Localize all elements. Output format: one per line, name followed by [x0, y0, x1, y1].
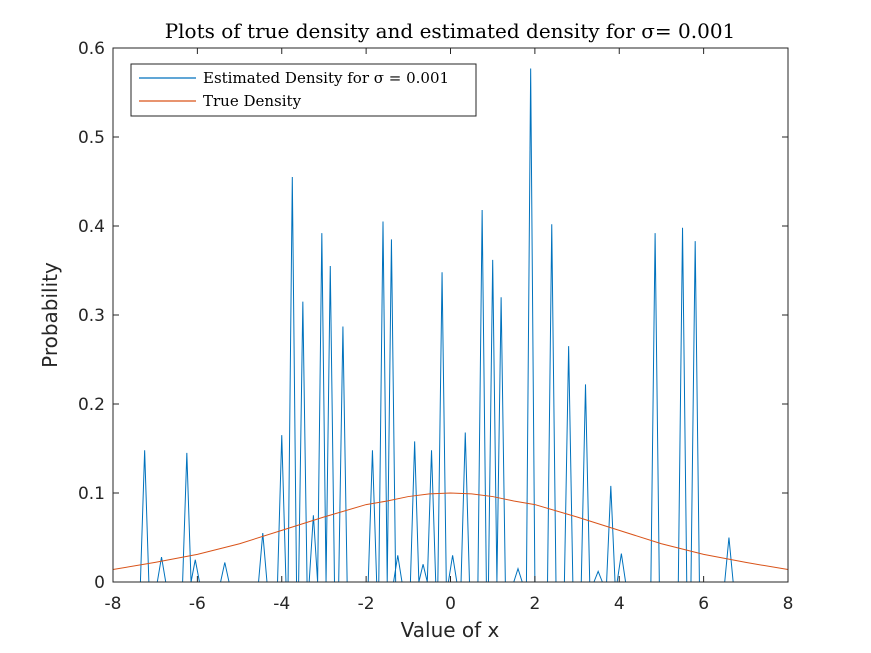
y-tick-label: 0.2	[78, 395, 105, 415]
x-tick-label: -6	[189, 594, 206, 614]
legend-label-true: True Density	[203, 92, 302, 110]
series-estimated-density-line	[113, 68, 788, 583]
y-tick-label: 0.1	[78, 484, 105, 504]
y-tick-label: 0.4	[78, 217, 105, 237]
y-tick-label: 0.3	[78, 306, 105, 326]
axes-box	[112, 47, 789, 583]
y-tick-label: 0	[94, 573, 105, 593]
y-tick-label: 0.6	[78, 39, 105, 59]
x-tick-label: -8	[105, 594, 122, 614]
y-tick-label: 0.5	[78, 128, 105, 148]
legend-box	[130, 63, 477, 117]
legend-label-estimated: Estimated Density for σ = 0.001	[203, 69, 449, 87]
series-true-density-line	[112, 492, 789, 571]
axes: -8 -6 -4 -2 0 2 4 6 8 0 0.1 0.2 0.3 0.4 0.5 0.6	[78, 39, 793, 614]
x-tick-label: 6	[698, 594, 709, 614]
y-axis-label: Probability	[38, 262, 62, 368]
chart-title: Plots of true density and estimated dens…	[165, 19, 736, 43]
x-tick-label: 4	[614, 594, 625, 614]
x-tick-label: -4	[273, 594, 290, 614]
x-tick-label: -2	[358, 594, 375, 614]
plot-area	[112, 68, 789, 583]
x-axis-label: Value of x	[401, 618, 500, 642]
x-tick-label: 8	[783, 594, 794, 614]
x-tick-label: 0	[445, 594, 456, 614]
x-tick-label: 2	[529, 594, 540, 614]
legend: Estimated Density for σ = 0.001 True Den…	[130, 63, 477, 117]
